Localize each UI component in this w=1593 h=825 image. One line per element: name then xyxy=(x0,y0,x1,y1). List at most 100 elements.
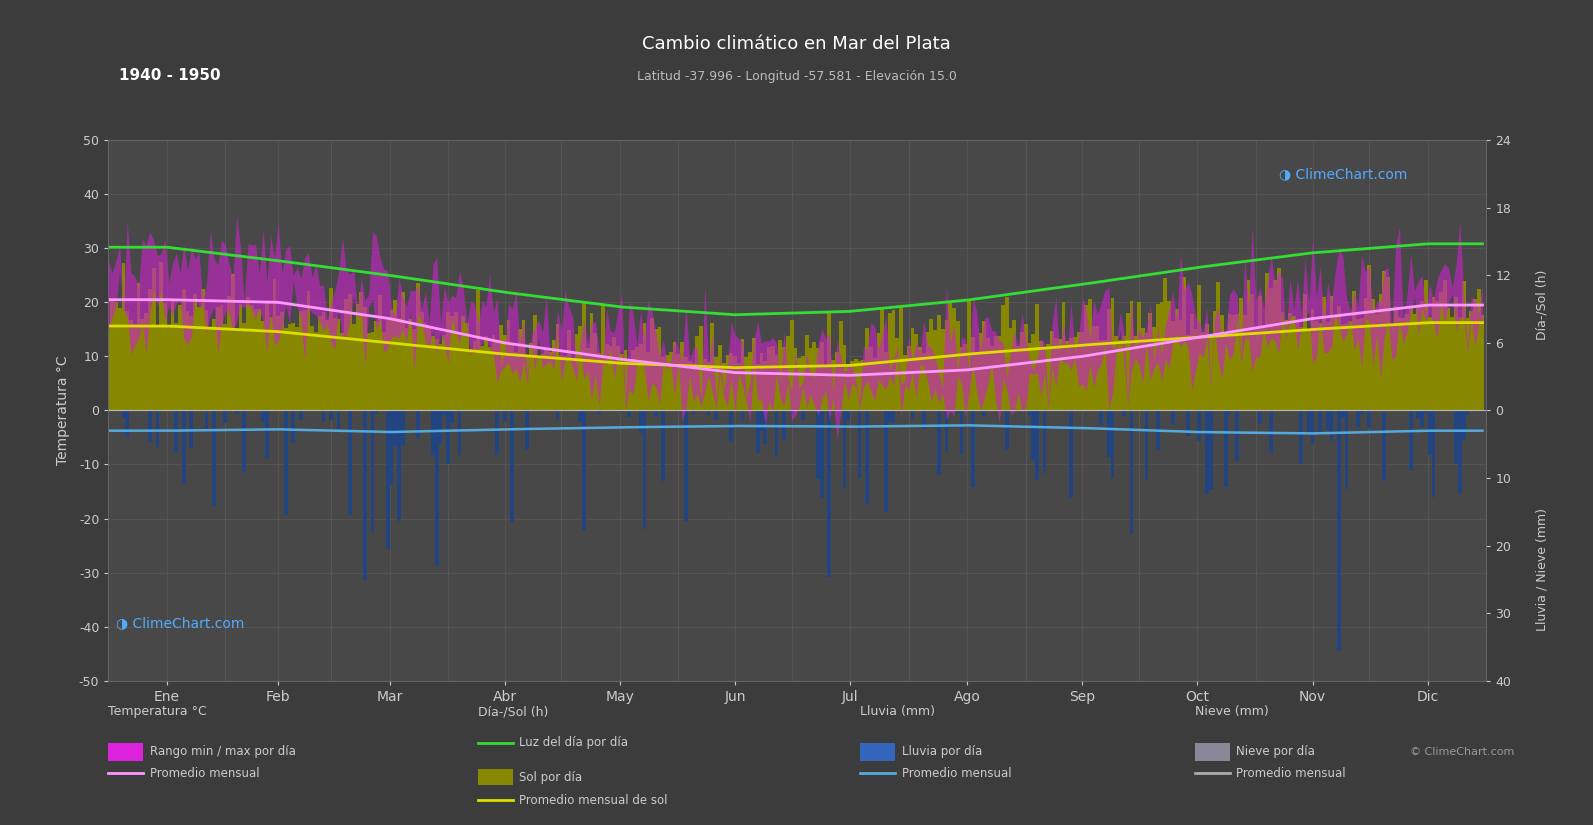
Bar xyxy=(937,315,941,410)
Bar xyxy=(352,323,355,410)
Bar xyxy=(1330,295,1333,410)
Bar xyxy=(1157,410,1160,450)
Bar xyxy=(401,410,405,446)
Bar xyxy=(503,410,507,422)
Bar xyxy=(432,336,435,410)
Bar xyxy=(683,357,688,410)
Bar xyxy=(578,410,581,422)
Bar xyxy=(1466,318,1469,410)
Bar xyxy=(347,295,352,410)
Bar xyxy=(186,311,190,410)
Bar xyxy=(857,361,862,410)
Bar xyxy=(1228,410,1231,414)
Bar xyxy=(443,410,446,415)
Bar xyxy=(1454,410,1458,463)
Bar xyxy=(446,410,449,464)
Bar xyxy=(182,290,186,410)
Bar xyxy=(631,351,636,410)
Bar xyxy=(371,410,374,532)
Bar xyxy=(589,314,594,410)
Bar xyxy=(972,410,975,488)
Bar xyxy=(790,320,793,410)
Bar xyxy=(1421,300,1424,410)
Bar xyxy=(959,410,964,455)
Bar xyxy=(174,410,178,453)
Bar xyxy=(201,289,204,410)
Bar xyxy=(121,410,126,418)
Bar xyxy=(416,410,421,438)
Bar xyxy=(774,410,779,456)
Bar xyxy=(234,329,239,410)
Bar xyxy=(212,410,217,506)
Bar xyxy=(620,354,623,410)
Text: Latitud -37.996 - Longitud -57.581 - Elevación 15.0: Latitud -37.996 - Longitud -57.581 - Ele… xyxy=(637,70,956,83)
Bar xyxy=(564,356,567,410)
Bar xyxy=(941,329,945,410)
Bar xyxy=(167,326,170,410)
Bar xyxy=(1096,327,1099,410)
Bar xyxy=(816,410,820,479)
Bar xyxy=(1295,323,1300,410)
Bar xyxy=(1258,410,1262,424)
Bar xyxy=(1303,294,1306,410)
Bar xyxy=(454,312,457,410)
Bar xyxy=(1446,308,1450,410)
Bar xyxy=(333,318,336,410)
Bar xyxy=(650,318,653,410)
Bar xyxy=(484,336,487,410)
Bar xyxy=(288,324,292,410)
Bar xyxy=(1129,410,1133,534)
Bar xyxy=(1085,305,1088,410)
Bar xyxy=(1039,342,1043,410)
Y-axis label: Temperatura °C: Temperatura °C xyxy=(56,356,70,465)
Bar xyxy=(284,328,288,410)
Bar xyxy=(1137,302,1141,410)
Bar xyxy=(204,410,209,431)
Bar xyxy=(832,361,835,410)
Bar xyxy=(854,359,857,410)
Bar xyxy=(945,410,948,451)
Bar xyxy=(1099,410,1102,425)
Bar xyxy=(1360,318,1364,410)
Bar xyxy=(363,410,366,580)
Bar xyxy=(1364,298,1367,410)
Bar xyxy=(1160,302,1163,410)
Bar xyxy=(145,313,148,410)
Bar xyxy=(1247,280,1251,410)
Bar xyxy=(401,292,405,410)
Bar xyxy=(911,410,914,418)
Bar xyxy=(597,410,601,414)
Text: Promedio mensual de sol: Promedio mensual de sol xyxy=(519,794,667,807)
Bar xyxy=(1383,410,1386,480)
Bar xyxy=(510,343,515,410)
Bar xyxy=(1005,410,1008,450)
Bar xyxy=(1055,338,1058,410)
Bar xyxy=(1121,410,1126,416)
Bar xyxy=(707,410,710,415)
Bar xyxy=(1209,410,1212,489)
Bar xyxy=(964,344,967,410)
Bar xyxy=(1008,328,1013,410)
Bar xyxy=(691,410,696,413)
Bar xyxy=(601,304,605,410)
Bar xyxy=(132,324,137,410)
Bar xyxy=(1270,410,1273,453)
Bar xyxy=(1322,297,1325,410)
Bar xyxy=(846,365,851,410)
Bar xyxy=(661,410,666,481)
Bar xyxy=(148,410,151,442)
Bar xyxy=(322,410,325,422)
Bar xyxy=(914,334,918,410)
Bar xyxy=(1341,324,1344,410)
Bar xyxy=(115,302,118,410)
Bar xyxy=(1027,343,1031,410)
Bar xyxy=(887,314,892,410)
Bar xyxy=(1145,410,1149,480)
Bar xyxy=(1110,299,1115,410)
Bar xyxy=(518,329,523,410)
Bar xyxy=(1458,317,1462,410)
Bar xyxy=(1102,340,1107,410)
Bar xyxy=(1204,324,1209,410)
Bar xyxy=(688,361,691,410)
Bar xyxy=(820,410,824,498)
